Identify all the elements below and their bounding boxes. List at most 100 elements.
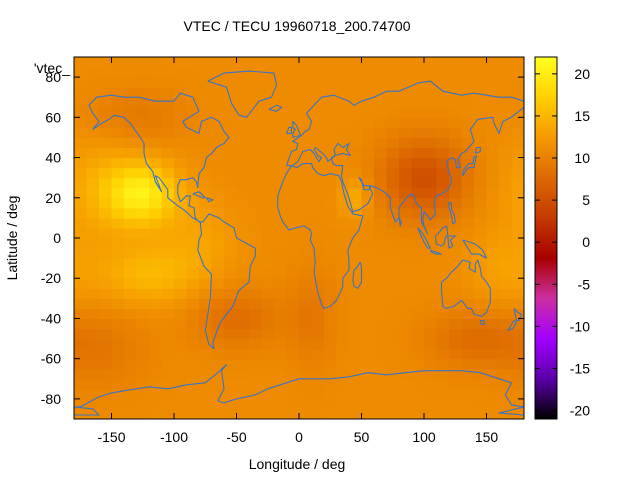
heat-cell [99,87,113,98]
heat-cell [499,217,513,229]
heat-cell [286,278,300,289]
heat-cell [274,378,288,390]
heat-cell [74,278,88,289]
heat-cell [324,318,338,330]
heat-cell [499,358,513,370]
heat-cell [299,207,313,219]
heat-cell [511,207,524,219]
heat-cell [424,278,438,289]
heat-cell [199,77,213,88]
heat-cell [374,97,388,108]
heat-cell [474,197,488,209]
coastline [398,217,403,227]
heat-cell [436,328,450,340]
heat-cell [461,398,475,410]
heat-cell [174,268,188,279]
heat-cell [299,117,313,128]
heat-cell [399,197,413,209]
heat-cell [211,227,225,239]
heat-cell [436,117,450,128]
heat-cell [161,127,175,139]
heat-cell [361,207,375,219]
heat-cell [199,278,213,289]
heat-cell [274,187,288,199]
heat-cell [324,408,338,419]
heat-cell [324,117,338,128]
heat-cell [324,308,338,320]
heat-cell [511,137,524,149]
heat-cell [274,328,288,340]
heat-cell [449,117,463,128]
heat-cell [386,308,400,320]
heat-cell [149,147,163,159]
heat-cell [174,248,188,259]
heat-cell [186,227,200,239]
heat-cell [436,227,450,239]
heat-cell [411,388,425,400]
coastline [74,406,100,416]
heat-cell [174,288,188,299]
heat-cell [311,368,325,380]
coastline [507,320,518,332]
heat-cell [211,318,225,330]
heat-cell [86,217,100,229]
heat-cell [311,67,325,78]
heat-cell [386,77,400,88]
heat-cell [461,77,475,88]
heat-cell [99,147,113,159]
heat-cell [86,97,100,108]
heat-cell [486,298,500,309]
heat-cell [374,328,388,340]
heat-cell [461,217,475,229]
heat-cell [136,318,150,330]
heat-cell [436,217,450,229]
heat-cell [411,288,425,299]
heat-cell [436,318,450,330]
heat-cell [199,67,213,78]
heat-cell [236,67,250,78]
heat-cell [411,107,425,118]
heat-cell [211,197,225,209]
heat-cell [361,117,375,128]
heat-cell [249,227,263,239]
heat-cell [149,77,163,88]
heat-cell [486,238,500,249]
heat-cell [149,227,163,239]
heat-cell [386,147,400,159]
heat-cell [336,348,350,360]
heat-cell [74,268,88,279]
heat-cell [161,217,175,229]
heat-cell [136,268,150,279]
heat-cell [174,147,188,159]
heat-cell [99,278,113,289]
heat-cell [74,97,88,108]
heat-cell [174,167,188,179]
heat-cell [174,177,188,189]
heat-cell [411,147,425,159]
heat-cell [136,308,150,320]
coastline [448,201,456,225]
heat-cell [436,248,450,259]
heat-cell [336,167,350,179]
coastline [462,154,478,177]
heat-cell [399,87,413,98]
heat-cell [461,187,475,199]
heat-cell [499,338,513,350]
heat-cell [274,167,288,179]
heat-cell [386,177,400,189]
heat-cell [86,388,100,400]
x-axis-label: Longitude / deg [249,456,346,472]
heat-cell [461,177,475,189]
heat-cell [161,298,175,309]
heat-cell [349,258,363,269]
heat-cell [349,358,363,370]
heat-cell [99,157,113,169]
heat-cell [149,97,163,108]
heat-cell [224,127,238,139]
heat-cell [74,217,88,229]
heat-cell [349,177,363,189]
heat-cell [236,348,250,360]
heat-cell [199,378,213,390]
heat-cell [286,238,300,249]
